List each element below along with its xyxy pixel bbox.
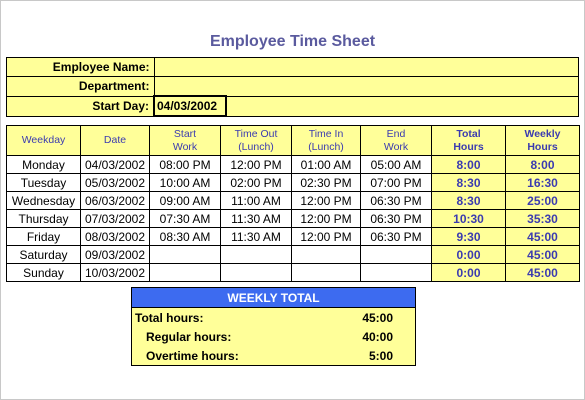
table-row: Friday 08/03/2002 08:30 AM 11:30 AM 12:0… bbox=[6, 227, 580, 246]
employee-name-cell[interactable] bbox=[153, 57, 579, 77]
time-out-cell[interactable]: 11:00 AM bbox=[220, 191, 292, 210]
time-in-cell[interactable] bbox=[291, 263, 361, 282]
department-cell[interactable] bbox=[153, 76, 579, 97]
start-work-cell[interactable]: 08:00 PM bbox=[149, 155, 221, 174]
overtime-hours-label: Overtime hours: bbox=[131, 346, 322, 366]
weekly-total-block: WEEKLY TOTAL Total hours: 45:00 Regular … bbox=[130, 287, 417, 366]
time-out-cell[interactable]: 11:30 AM bbox=[220, 209, 292, 228]
col-start-work: Start Work bbox=[149, 125, 221, 156]
col-weekly-hours: Weekly Hours bbox=[505, 125, 580, 156]
date-cell[interactable]: 08/03/2002 bbox=[80, 227, 150, 246]
col-end-work: End Work bbox=[360, 125, 432, 156]
weekday-cell[interactable]: Thursday bbox=[6, 209, 81, 228]
table-row: Tuesday 05/03/2002 10:00 AM 02:00 PM 02:… bbox=[6, 173, 580, 192]
total-hours-label: Total hours: bbox=[131, 307, 322, 327]
weekly-hours-cell[interactable]: 8:00 bbox=[505, 155, 580, 174]
start-work-cell[interactable] bbox=[149, 263, 221, 282]
time-out-cell[interactable]: 12:00 PM bbox=[220, 155, 292, 174]
regular-hours-value[interactable]: 40:00 bbox=[321, 327, 417, 346]
weekly-hours-cell[interactable]: 45:00 bbox=[505, 245, 580, 264]
weekly-total-heading: WEEKLY TOTAL bbox=[130, 287, 417, 308]
weekly-hours-cell[interactable]: 45:00 bbox=[505, 227, 580, 246]
col-total-hours: Total Hours bbox=[431, 125, 506, 156]
date-cell[interactable]: 09/03/2002 bbox=[80, 245, 150, 264]
department-label: Department: bbox=[6, 76, 155, 97]
end-work-cell[interactable]: 05:00 AM bbox=[360, 155, 432, 174]
date-cell[interactable]: 10/03/2002 bbox=[80, 263, 150, 282]
weekday-cell[interactable]: Tuesday bbox=[6, 173, 81, 192]
date-cell[interactable]: 04/03/2002 bbox=[80, 155, 150, 174]
table-row: Thursday 07/03/2002 07:30 AM 11:30 AM 12… bbox=[6, 209, 580, 228]
employee-name-label: Employee Name: bbox=[6, 57, 155, 77]
col-weekday: Weekday bbox=[6, 125, 81, 156]
weekly-hours-cell[interactable]: 16:30 bbox=[505, 173, 580, 192]
page-title: Employee Time Sheet bbox=[209, 33, 376, 50]
start-work-cell[interactable] bbox=[149, 245, 221, 264]
table-row: Sunday 10/03/2002 0:00 45:00 bbox=[6, 263, 580, 282]
table-row: Saturday 09/03/2002 0:00 45:00 bbox=[6, 245, 580, 264]
employee-info-block: Employee Name: Department: Start Day: 04… bbox=[6, 57, 579, 117]
date-cell[interactable]: 05/03/2002 bbox=[80, 173, 150, 192]
weekday-cell[interactable]: Sunday bbox=[6, 263, 81, 282]
start-work-cell[interactable]: 10:00 AM bbox=[149, 173, 221, 192]
table-row: Wednesday 06/03/2002 09:00 AM 11:00 AM 1… bbox=[6, 191, 580, 210]
total-hours-cell[interactable]: 0:00 bbox=[431, 263, 506, 282]
weekday-cell[interactable]: Wednesday bbox=[6, 191, 81, 210]
total-hours-cell[interactable]: 8:30 bbox=[431, 191, 506, 210]
col-time-in: Time In (Lunch) bbox=[291, 125, 361, 156]
end-work-cell[interactable]: 06:30 PM bbox=[360, 209, 432, 228]
regular-hours-label: Regular hours: bbox=[131, 327, 322, 346]
date-cell[interactable]: 06/03/2002 bbox=[80, 191, 150, 210]
time-out-cell[interactable]: 11:30 AM bbox=[220, 227, 292, 246]
table-row: Monday 04/03/2002 08:00 PM 12:00 PM 01:0… bbox=[6, 155, 580, 174]
end-work-cell[interactable]: 06:30 PM bbox=[360, 227, 432, 246]
start-day-filler bbox=[225, 95, 579, 117]
time-in-cell[interactable]: 12:00 PM bbox=[291, 209, 361, 228]
weekday-cell[interactable]: Saturday bbox=[6, 245, 81, 264]
time-out-cell[interactable] bbox=[220, 263, 292, 282]
weekday-cell[interactable]: Friday bbox=[6, 227, 81, 246]
total-hours-cell[interactable]: 9:30 bbox=[431, 227, 506, 246]
weekly-hours-cell[interactable]: 45:00 bbox=[505, 263, 580, 282]
time-in-cell[interactable] bbox=[291, 245, 361, 264]
total-hours-cell[interactable]: 8:00 bbox=[431, 155, 506, 174]
time-out-cell[interactable] bbox=[220, 245, 292, 264]
start-work-cell[interactable]: 09:00 AM bbox=[149, 191, 221, 210]
table-header-row: Weekday Date Start Work Time Out (Lunch) T… bbox=[6, 125, 580, 156]
total-hours-cell[interactable]: 0:00 bbox=[431, 245, 506, 264]
total-hours-value[interactable]: 45:00 bbox=[321, 307, 417, 327]
weekday-cell[interactable]: Monday bbox=[6, 155, 81, 174]
timesheet-table: Weekday Date Start Work Time Out (Lunch) T… bbox=[6, 125, 580, 282]
start-day-label: Start Day: bbox=[6, 95, 155, 117]
weekly-hours-cell[interactable]: 25:00 bbox=[505, 191, 580, 210]
date-cell[interactable]: 07/03/2002 bbox=[80, 209, 150, 228]
end-work-cell[interactable]: 06:30 PM bbox=[360, 191, 432, 210]
start-day-cell[interactable]: 04/03/2002 bbox=[153, 95, 227, 117]
end-work-cell[interactable]: 07:00 PM bbox=[360, 173, 432, 192]
time-in-cell[interactable]: 12:00 PM bbox=[291, 227, 361, 246]
total-hours-cell[interactable]: 10:30 bbox=[431, 209, 506, 228]
time-in-cell[interactable]: 12:00 PM bbox=[291, 191, 361, 210]
time-in-cell[interactable]: 01:00 AM bbox=[291, 155, 361, 174]
start-work-cell[interactable]: 07:30 AM bbox=[149, 209, 221, 228]
end-work-cell[interactable] bbox=[360, 263, 432, 282]
col-date: Date bbox=[80, 125, 150, 156]
weekly-hours-cell[interactable]: 35:30 bbox=[505, 209, 580, 228]
end-work-cell[interactable] bbox=[360, 245, 432, 264]
overtime-hours-value[interactable]: 5:00 bbox=[321, 346, 417, 366]
time-out-cell[interactable]: 02:00 PM bbox=[220, 173, 292, 192]
col-time-out: Time Out (Lunch) bbox=[220, 125, 292, 156]
start-work-cell[interactable]: 08:30 AM bbox=[149, 227, 221, 246]
time-in-cell[interactable]: 02:30 PM bbox=[291, 173, 361, 192]
total-hours-cell[interactable]: 8:30 bbox=[431, 173, 506, 192]
